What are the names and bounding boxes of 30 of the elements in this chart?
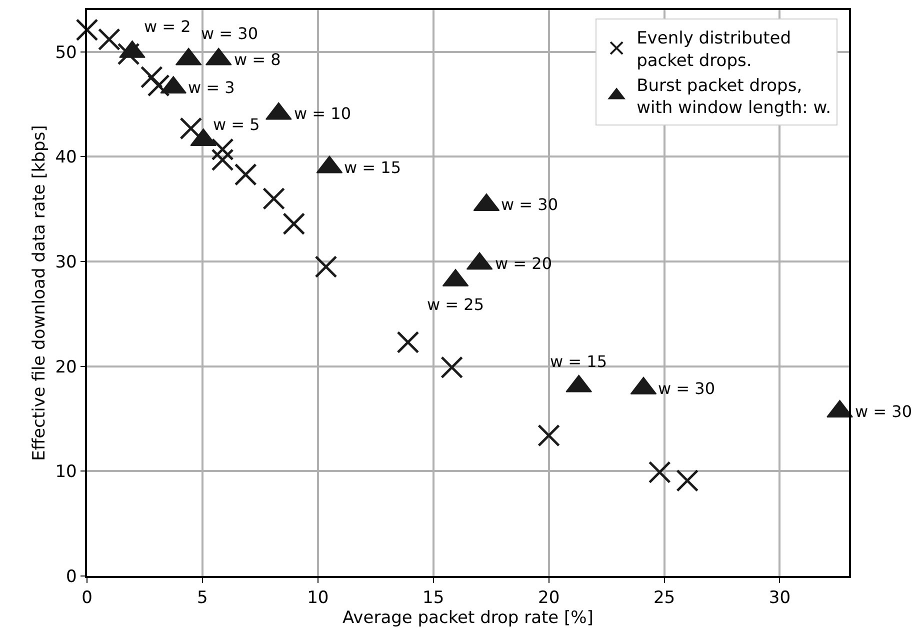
y-tick-label: 40 xyxy=(55,148,77,168)
y-tick-label: 50 xyxy=(55,42,77,63)
annotation: w = 8 xyxy=(234,50,281,69)
x-tick-label: 30 xyxy=(768,588,791,608)
y-tick-label: 10 xyxy=(55,462,77,482)
annotation: w = 30 xyxy=(201,24,258,43)
x-tick-label: 0 xyxy=(82,588,92,608)
x-tick-label: 10 xyxy=(307,588,329,608)
x-tick-label: 15 xyxy=(422,588,444,608)
y-axis-title: Effective file download data rate [kbps] xyxy=(29,125,50,461)
annotation: w = 25 xyxy=(427,295,484,314)
x-axis-title: Average packet drop rate [%] xyxy=(342,608,594,628)
y-tick-label: 0 xyxy=(66,566,77,587)
annotation: w = 2 xyxy=(144,17,191,36)
annotation: w = 10 xyxy=(294,104,352,123)
annotation: w = 30 xyxy=(855,402,912,421)
annotation: w = 30 xyxy=(658,379,716,398)
legend-label: Evenly distributed packet drops. xyxy=(636,28,792,71)
x-tick-label: 5 xyxy=(197,588,208,608)
annotation: w = 20 xyxy=(495,254,552,273)
x-tick-label: 25 xyxy=(653,588,676,608)
annotation: w = 5 xyxy=(213,115,260,134)
annotation: w = 30 xyxy=(501,195,558,214)
x-tick-label: 20 xyxy=(538,588,560,608)
annotation: w = 3 xyxy=(188,78,235,97)
legend-label: Burst packet drops, with window length: w. xyxy=(636,76,832,118)
annotation: w = 15 xyxy=(550,352,608,371)
annotation: w = 15 xyxy=(344,158,402,177)
y-tick-label: 20 xyxy=(55,357,77,378)
y-tick-label: 30 xyxy=(55,252,77,273)
